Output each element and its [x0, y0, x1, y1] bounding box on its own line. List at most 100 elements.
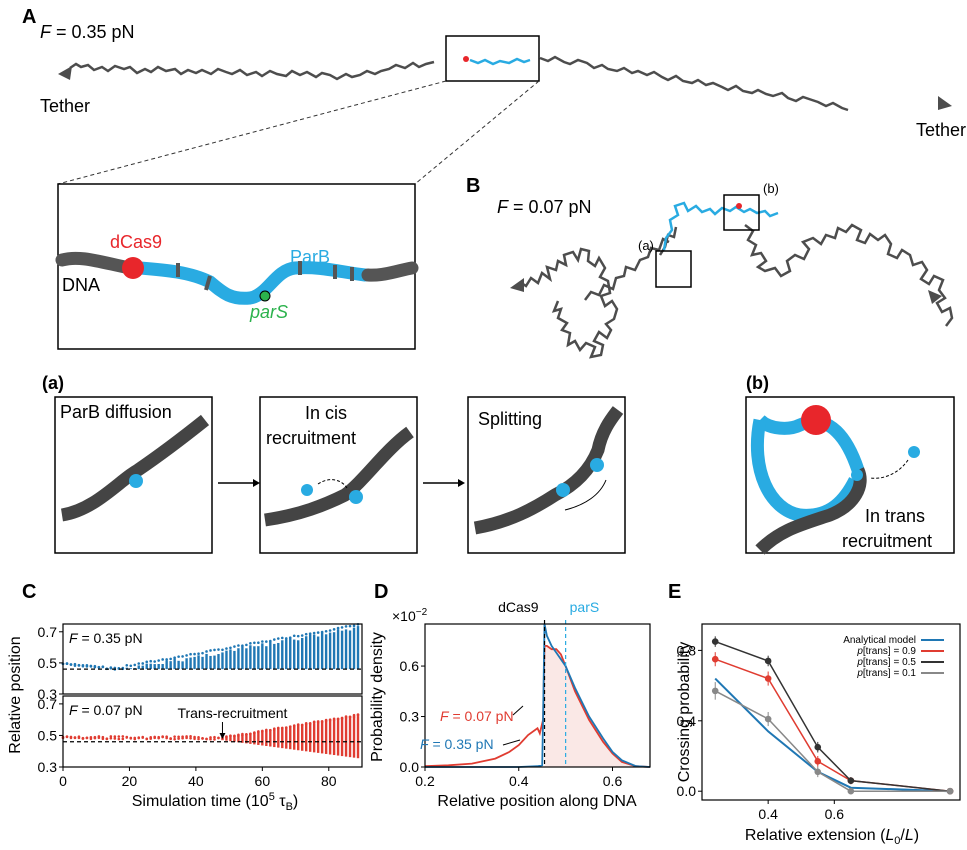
- panel-c-top-point: [165, 658, 168, 661]
- mech-trans-recruit-arrow: [869, 459, 909, 479]
- mech-a-label: (a): [42, 373, 64, 393]
- panel-c-bottom-point: [149, 736, 153, 739]
- panel-c-bottom-point: [272, 728, 276, 732]
- panel-c-bottom-point: [77, 735, 81, 738]
- panel-c-bottom-point: [324, 719, 328, 723]
- panel-c-bottom-point: [69, 736, 73, 740]
- panel-c-top-point: [276, 637, 280, 640]
- panel-c-top-point: [97, 665, 101, 669]
- panel-a-tether-left: Tether: [40, 96, 90, 116]
- panel-c-top-point: [109, 666, 113, 670]
- panel-c-bottom-point: [340, 716, 344, 720]
- panel-b-parb-coil: [662, 201, 779, 251]
- panel-d-legend-blue-arrow: [502, 739, 521, 746]
- panel-c-bottom-point: [89, 735, 93, 739]
- panel-c-annotation: Trans-recruitment: [177, 705, 287, 721]
- panel-c-bottom-point: [113, 735, 117, 738]
- panel-c-bottom-point: [109, 735, 113, 738]
- panel-b-dna-right: [744, 223, 954, 327]
- panel-c-bottom-point: [161, 735, 164, 739]
- mech-cis-box: [259, 396, 418, 554]
- panel-c-bottom-point: [177, 735, 180, 739]
- panel-c-bottom-point: [97, 736, 101, 740]
- panel-c-bottom-point: [213, 738, 216, 741]
- panel-d-shaded-area: [544, 645, 650, 767]
- panel-e-series-red: [714, 658, 951, 792]
- zoom-dna-strand: [55, 251, 137, 275]
- panel-c-bottom-point: [336, 717, 340, 721]
- panel-e-point: [711, 687, 719, 695]
- panel-e-point: [847, 787, 855, 795]
- panel-c-top-point: [141, 662, 145, 665]
- panel-d-xtick-label: 0.6: [603, 773, 623, 789]
- panel-e-point: [711, 655, 719, 663]
- panel-e-point: [764, 657, 772, 665]
- mech-split-dna: [473, 406, 624, 535]
- panel-e-point: [814, 768, 822, 776]
- panel-c-bottom-point: [312, 720, 316, 724]
- panel-c-bottom-point: [304, 721, 308, 725]
- panel-e-xlabel: Relative extension (L0/L): [745, 827, 919, 847]
- panel-c-bottom-point: [117, 737, 121, 741]
- panel-c-bottom-ytick-label: 0.3: [38, 759, 58, 775]
- panel-b-dcas9-dot: [736, 203, 742, 209]
- panel-c-top-ytick-label: 0.5: [38, 655, 58, 671]
- panel-c-bottom-point: [284, 726, 288, 729]
- panel-a-force: F = 0.35 pN: [40, 22, 135, 42]
- panel-c-bottom-point: [193, 737, 196, 741]
- panel-e-label: E: [668, 581, 681, 603]
- mech-diffusion-dna: [60, 414, 210, 522]
- panel-d-label: D: [374, 581, 388, 603]
- panel-c-annotation-arrowhead: [219, 733, 226, 739]
- mech-split-title: Splitting: [478, 409, 542, 429]
- panel-c-bottom-point: [101, 735, 105, 739]
- panel-c-top-point: [161, 658, 164, 661]
- panel-c-top-point: [197, 652, 200, 656]
- panel-c-bottom-point: [65, 735, 69, 738]
- panel-c-bottom-point: [253, 731, 256, 734]
- panel-c-bottom-point: [316, 720, 320, 723]
- panel-c-bottom-point: [169, 737, 172, 740]
- panel-c-top-point: [324, 629, 328, 633]
- panel-c-top-point: [253, 641, 256, 645]
- mech-trans-title-1: In trans: [865, 506, 925, 526]
- panel-c-top-point: [328, 629, 332, 632]
- mech-split-arrow: [564, 479, 607, 511]
- panel-e-point: [764, 675, 772, 682]
- panel-e-legend-entry: p[trans] = 0.1: [856, 668, 916, 679]
- zoom-pars-label: parS: [249, 302, 288, 322]
- panel-c-bottom-point: [81, 737, 85, 740]
- panel-c-top-point: [280, 636, 284, 640]
- panel-c-bottom-point: [308, 722, 312, 725]
- panel-c-top-point: [292, 634, 296, 638]
- panel-a-parb-segment: [469, 57, 531, 66]
- zoom-dashed-line-left: [57, 80, 447, 185]
- panel-a-tether-left-arrow: [58, 66, 72, 80]
- panel-c-bottom-point: [145, 737, 149, 741]
- mech-trans-title-2: recruitment: [842, 531, 932, 551]
- panel-c-bottom-point: [233, 734, 236, 738]
- panel-c-top-point: [241, 644, 244, 648]
- mech-cis-recruit-arrow: [317, 479, 348, 489]
- panel-e-point: [764, 715, 772, 723]
- panel-c-top-point: [332, 628, 336, 631]
- panel-c-top-point: [77, 663, 81, 667]
- panel-c-bottom-point: [241, 732, 244, 736]
- panel-c-bottom-force: F = 0.07 pN: [69, 702, 143, 718]
- panel-c-top-force: F = 0.35 pN: [69, 630, 143, 646]
- panel-c-top-point: [153, 660, 156, 663]
- panel-d-xtick-label: 0.4: [509, 773, 529, 789]
- panel-d-pars-label: parS: [570, 599, 600, 615]
- panel-c-top-point: [89, 664, 93, 668]
- panel-c-bottom-point: [300, 723, 304, 727]
- panel-d-ytick-label: 0.6: [400, 658, 420, 674]
- panel-e-series-gray: [714, 690, 951, 792]
- panel-d-series-red: [424, 645, 651, 768]
- panel-c-top-point: [133, 663, 137, 667]
- mech-arrow-2-head: [458, 479, 465, 487]
- panel-c-top-point: [129, 664, 133, 668]
- mech-trans-dcas9: [801, 405, 831, 435]
- panel-c-top-point: [169, 657, 172, 661]
